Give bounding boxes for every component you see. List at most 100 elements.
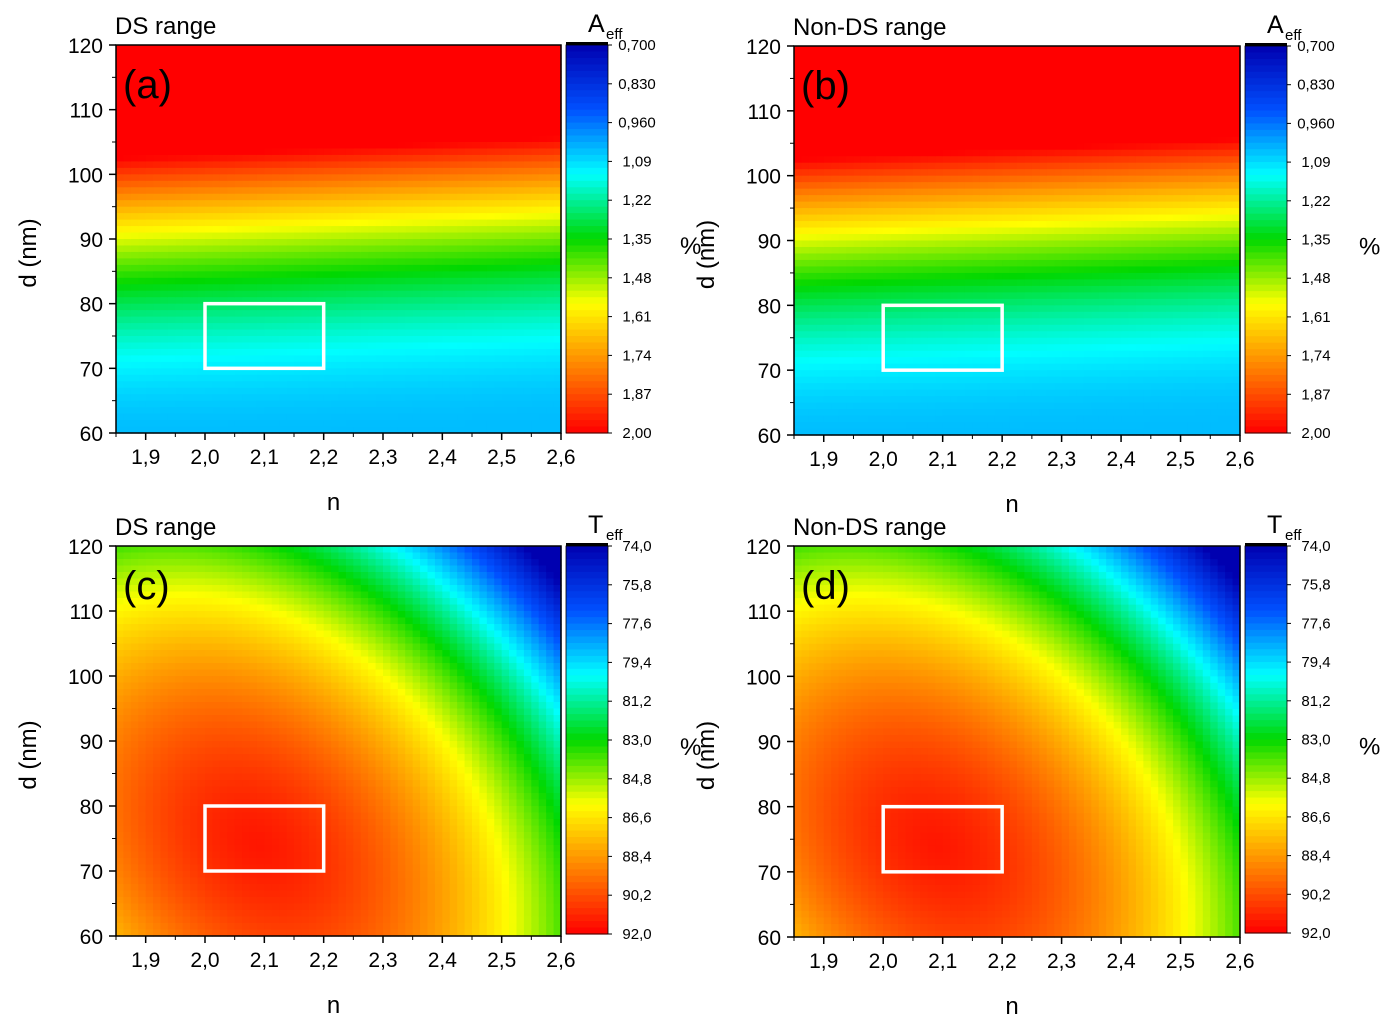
heatmap-cell (465, 381, 473, 388)
heatmap-cell (420, 407, 428, 414)
heatmap-cell (502, 226, 510, 233)
heatmap-cell (943, 124, 951, 131)
heatmap-cell (539, 77, 547, 84)
heatmap-cell (153, 394, 161, 401)
heatmap-cell (383, 349, 391, 356)
heatmap-cell (272, 388, 280, 395)
heatmap-cell (928, 422, 936, 429)
heatmap-cell (220, 71, 228, 78)
heatmap-cell (502, 381, 510, 388)
heatmap-cell (920, 124, 928, 131)
heatmap-cell (168, 45, 176, 52)
heatmap-cell (146, 291, 154, 298)
heatmap-cell (517, 226, 525, 233)
heatmap-cell (839, 247, 847, 254)
heatmap-cell (442, 161, 450, 168)
heatmap-cell (457, 239, 465, 246)
heatmap-cell (309, 330, 317, 337)
heatmap-cell (257, 233, 265, 240)
heatmap-cell (235, 349, 243, 356)
heatmap-cell (235, 284, 243, 291)
heatmap-cell (287, 155, 295, 162)
heatmap-cell (868, 221, 876, 228)
heatmap-cell (309, 291, 317, 298)
heatmap-cell (809, 364, 817, 371)
heatmap-cell (138, 342, 146, 349)
heatmap-cell (361, 110, 369, 117)
heatmap-cell (913, 403, 921, 410)
heatmap-cell (883, 104, 891, 111)
heatmap-cell (376, 200, 384, 207)
heatmap-cell (398, 155, 406, 162)
heatmap-cell (212, 388, 220, 395)
heatmap-cell (898, 228, 906, 235)
heatmap-cell (131, 110, 139, 117)
heatmap-cell (891, 78, 899, 85)
heatmap-cell (457, 330, 465, 337)
heatmap-cell (168, 181, 176, 188)
heatmap-cell (809, 124, 817, 131)
heatmap-cell (398, 84, 406, 91)
heatmap-cell (287, 58, 295, 65)
heatmap-cell (294, 213, 302, 220)
heatmap-cell (809, 202, 817, 209)
heatmap-cell (131, 168, 139, 175)
heatmap-cell (846, 357, 854, 364)
heatmap-cell (309, 103, 317, 110)
heatmap-cell (920, 422, 928, 429)
heatmap-cell (546, 168, 554, 175)
heatmap-cell (257, 187, 265, 194)
heatmap-cell (220, 323, 228, 330)
heatmap-cell (472, 58, 480, 65)
heatmap-cell (175, 233, 183, 240)
heatmap-cell (839, 156, 847, 163)
heatmap-cell (935, 195, 943, 202)
heatmap-cell (309, 317, 317, 324)
heatmap-cell (353, 187, 361, 194)
heatmap-cell (442, 90, 450, 97)
heatmap-cell (309, 265, 317, 272)
heatmap-cell (146, 265, 154, 272)
heatmap-cell (920, 338, 928, 345)
heatmap-cell (861, 416, 869, 423)
heatmap-cell (146, 252, 154, 259)
heatmap-cell (943, 228, 951, 235)
heatmap-cell (353, 194, 361, 201)
heatmap-cell (435, 258, 443, 265)
heatmap-cell (846, 130, 854, 137)
heatmap-cell (331, 291, 339, 298)
heatmap-cell (509, 414, 517, 421)
heatmap-cell (279, 200, 287, 207)
heatmap-cell (846, 318, 854, 325)
heatmap-cell (943, 195, 951, 202)
heatmap-cell (131, 174, 139, 181)
heatmap-cell (487, 213, 495, 220)
heatmap-cell (479, 310, 487, 317)
heatmap-cell (891, 266, 899, 273)
heatmap-cell (405, 265, 413, 272)
heatmap-cell (883, 234, 891, 241)
heatmap-cell (413, 407, 421, 414)
heatmap-cell (353, 58, 361, 65)
heatmap-cell (346, 291, 354, 298)
heatmap-cell (517, 116, 525, 123)
heatmap-cell (913, 52, 921, 59)
heatmap-cell (339, 187, 347, 194)
heatmap-cell (831, 189, 839, 196)
heatmap-cell (816, 176, 824, 183)
heatmap-cell (376, 51, 384, 58)
heatmap-cell (190, 174, 198, 181)
heatmap-cell (943, 260, 951, 267)
heatmap-cell (824, 156, 832, 163)
heatmap-cell (868, 422, 876, 429)
heatmap-cell (398, 375, 406, 382)
heatmap-cell (920, 215, 928, 222)
heatmap-cell (346, 323, 354, 330)
heatmap-cell (801, 390, 809, 397)
heatmap-cell (524, 381, 532, 388)
heatmap-cell (420, 310, 428, 317)
heatmap-cell (257, 142, 265, 149)
heatmap-cell (205, 258, 213, 265)
heatmap-cell (801, 279, 809, 286)
heatmap-cell (131, 233, 139, 240)
